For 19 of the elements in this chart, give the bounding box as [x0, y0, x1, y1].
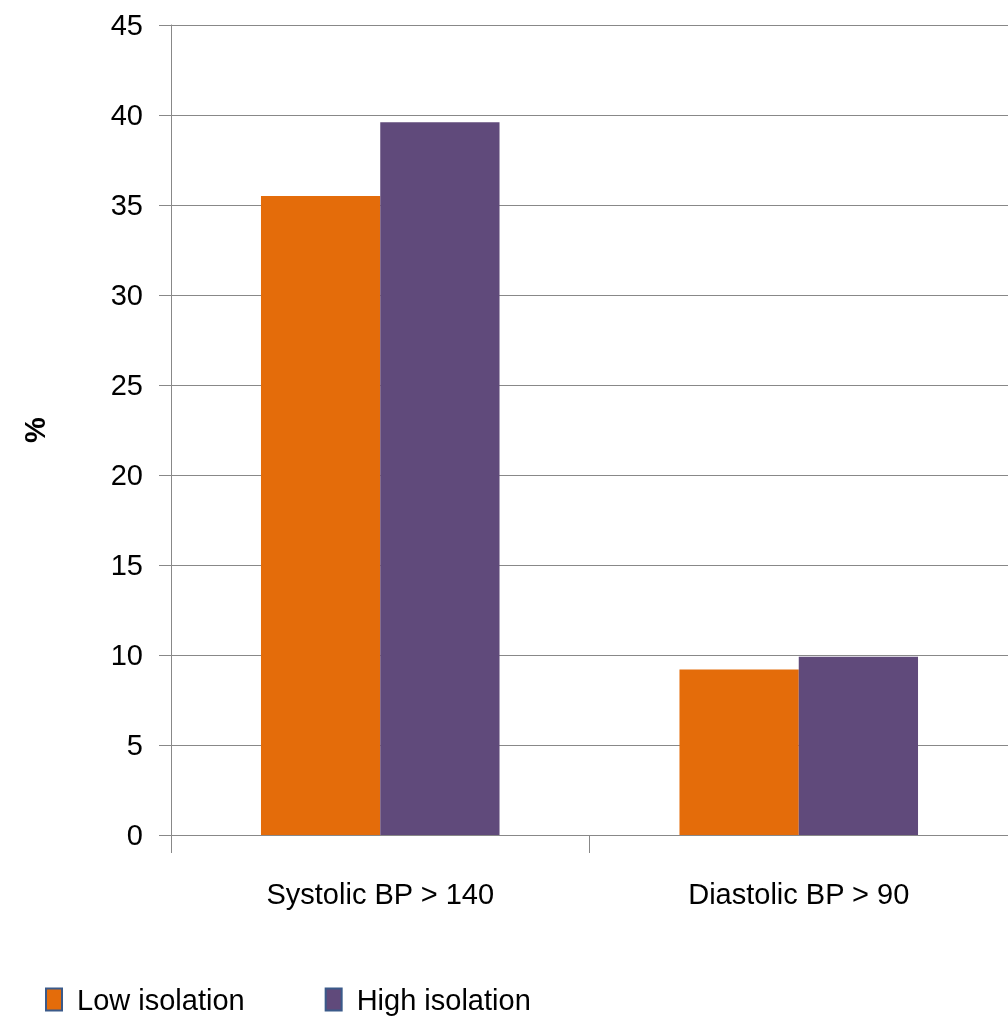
x-tick-label: Diastolic BP > 90: [688, 877, 910, 910]
x-tick-label: Systolic BP > 140: [266, 877, 495, 910]
y-tick-label: 45: [110, 9, 143, 41]
bar: [679, 669, 799, 835]
y-tick-label: 30: [110, 279, 143, 311]
legend-label: Low isolation: [77, 983, 245, 1016]
y-tick-label: 15: [110, 549, 143, 581]
bar: [380, 122, 500, 835]
y-tick-label: 40: [110, 99, 143, 131]
y-tick-label: 10: [110, 639, 143, 671]
bar: [260, 196, 381, 835]
y-tick-label: 0: [126, 819, 143, 851]
y-tick-label: 5: [126, 729, 143, 761]
y-tick-label: 35: [110, 189, 143, 221]
y-axis-title: %: [18, 416, 51, 443]
legend-label: High isolation: [356, 983, 531, 1016]
y-tick-label: 20: [110, 459, 143, 491]
bar: [798, 656, 919, 835]
y-tick-label: 25: [110, 369, 143, 401]
